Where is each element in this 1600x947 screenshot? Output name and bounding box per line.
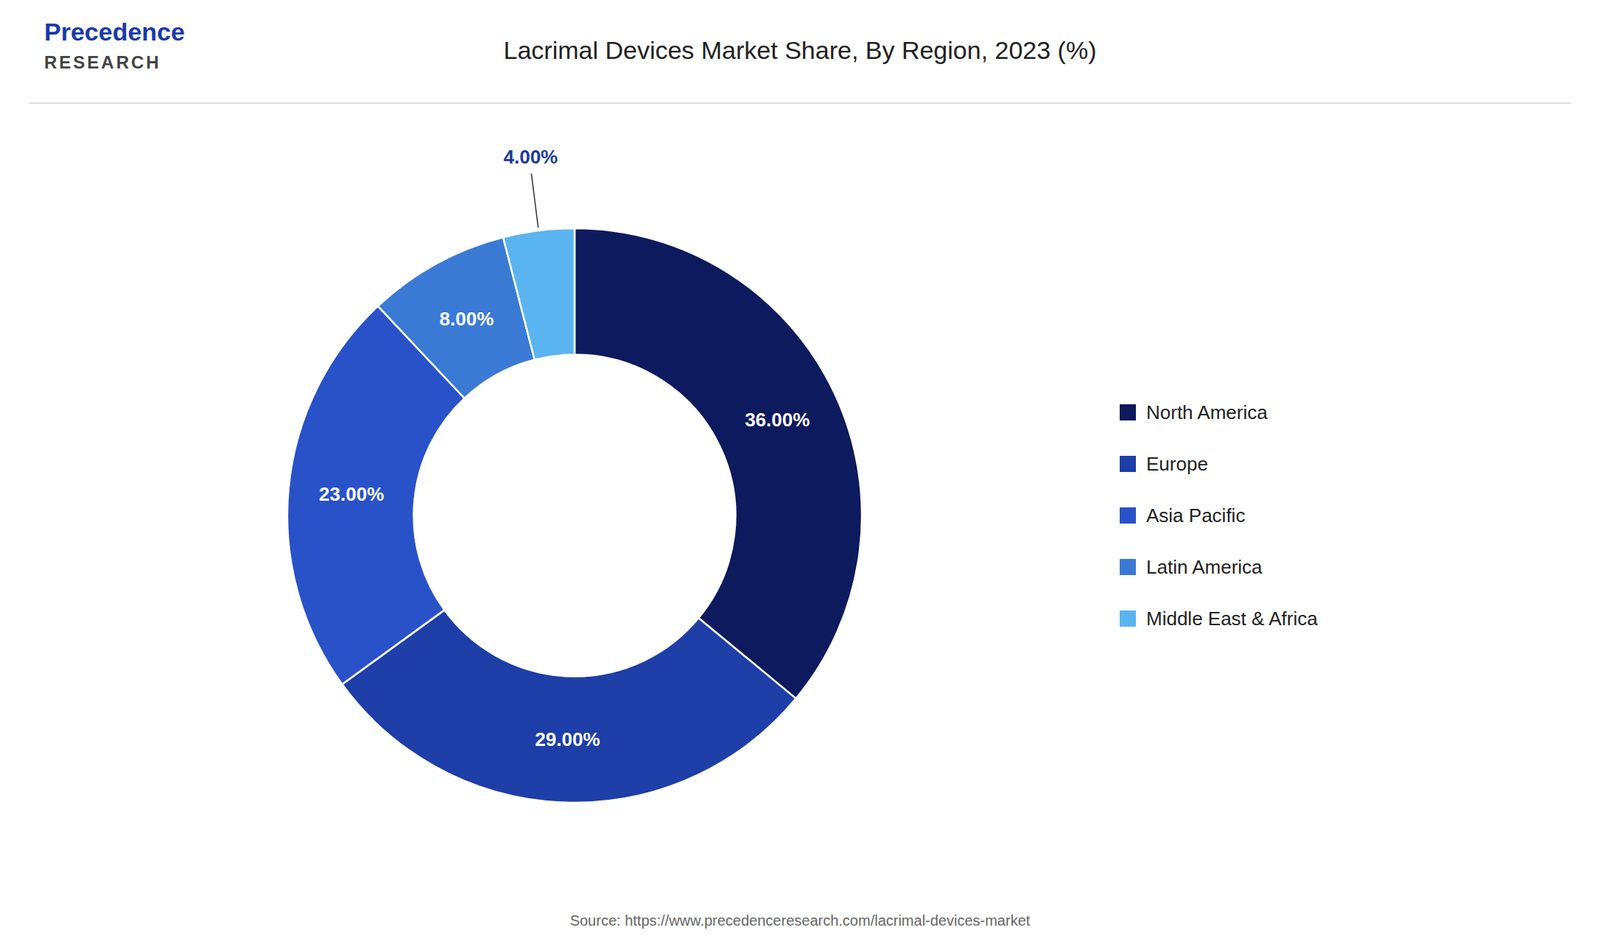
legend-item: North America <box>1119 401 1268 424</box>
logo-text: RESEARCH <box>44 52 162 73</box>
legend-label: North America <box>1146 401 1268 424</box>
donut <box>287 228 862 803</box>
data-label: 23.00% <box>318 483 384 506</box>
legend-swatch <box>1119 507 1136 524</box>
title: Lacrimal Devices Market Share, By Region… <box>503 36 1097 65</box>
data-label: 29.00% <box>534 728 600 751</box>
legend-label: Europe <box>1146 453 1209 476</box>
data-labels: 36.00% 29.00% 23.00% 8.00% 4.00% <box>318 145 810 751</box>
legend-label: Middle East & Africa <box>1146 607 1318 630</box>
slice <box>574 228 862 700</box>
separator <box>29 103 1571 104</box>
legend-item: Middle East & Africa <box>1119 607 1318 630</box>
legend-item: Asia Pacific <box>1119 504 1245 527</box>
source: Source: https://www.precedenceresearch.c… <box>570 912 1031 929</box>
data-label: 8.00% <box>439 307 495 331</box>
chart: Precedence RESEARCH Lacrimal Devices Marke… <box>0 0 1600 947</box>
slice <box>503 228 575 360</box>
legend-label: Latin America <box>1146 556 1263 579</box>
legend-item: Europe <box>1119 453 1209 476</box>
legend-swatch <box>1119 559 1136 576</box>
leader-line <box>531 173 538 229</box>
data-label: 36.00% <box>744 408 810 431</box>
data-label: 4.00% <box>503 145 558 168</box>
logo-text: Precedence <box>44 17 185 46</box>
legend: North America Europe Asia Pacific Latin Ame… <box>1119 401 1318 630</box>
legend-item: Latin America <box>1119 556 1263 579</box>
legend-swatch <box>1119 455 1136 473</box>
slice <box>341 609 796 803</box>
legend-swatch <box>1119 404 1136 421</box>
legend-swatch <box>1119 610 1136 627</box>
legend-label: Asia Pacific <box>1146 504 1245 527</box>
